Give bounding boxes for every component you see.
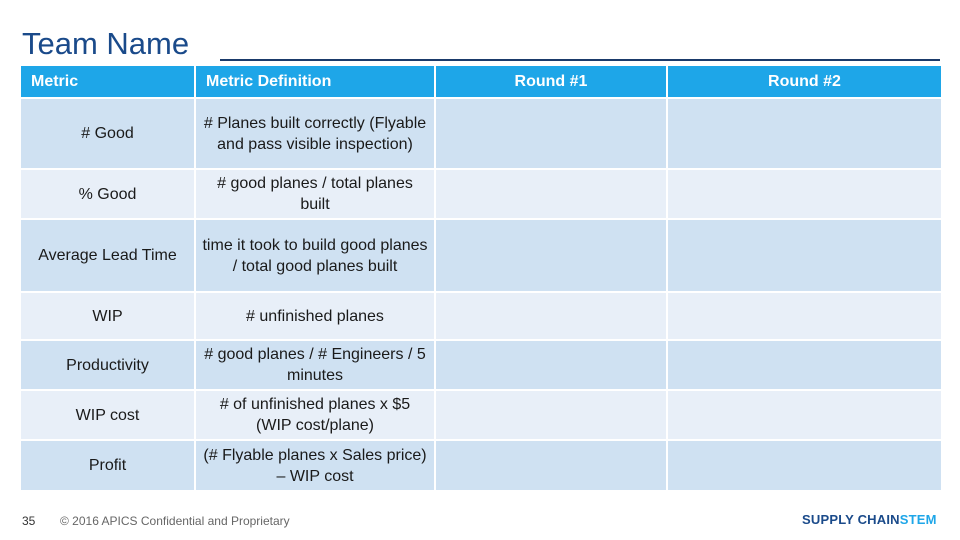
- round-1-cell[interactable]: [436, 439, 668, 490]
- team-name-underline: [220, 59, 940, 61]
- table-row: % Good # good planes / total planes buil…: [21, 168, 941, 218]
- definition-cell: (# Flyable planes x Sales price) – WIP c…: [196, 439, 436, 490]
- copyright-text: © 2016 APICS Confidential and Proprietar…: [60, 514, 290, 528]
- metric-cell: % Good: [21, 168, 196, 218]
- definition-cell: # good planes / total planes built: [196, 168, 436, 218]
- table-header-row: Metric Metric Definition Round #1 Round …: [21, 66, 941, 97]
- logo-text-part1: SUPPLY CHAIN: [802, 512, 900, 527]
- metric-cell: Profit: [21, 439, 196, 490]
- header-round-1: Round #1: [436, 66, 668, 97]
- round-1-cell[interactable]: [436, 339, 668, 389]
- header-definition: Metric Definition: [196, 66, 436, 97]
- header-metric: Metric: [21, 66, 196, 97]
- round-2-cell[interactable]: [668, 291, 941, 339]
- table-row: WIP # unfinished planes: [21, 291, 941, 339]
- definition-cell: # Planes built correctly (Flyable and pa…: [196, 97, 436, 168]
- table-row: WIP cost # of unfinished planes x $5 (WI…: [21, 389, 941, 439]
- page-title: Team Name: [22, 26, 190, 61]
- round-2-cell[interactable]: [668, 439, 941, 490]
- round-1-cell[interactable]: [436, 218, 668, 291]
- round-2-cell[interactable]: [668, 339, 941, 389]
- table-row: Profit (# Flyable planes x Sales price) …: [21, 439, 941, 490]
- round-1-cell[interactable]: [436, 291, 668, 339]
- definition-cell: # unfinished planes: [196, 291, 436, 339]
- metric-cell: WIP cost: [21, 389, 196, 439]
- definition-cell: # of unfinished planes x $5 (WIP cost/pl…: [196, 389, 436, 439]
- definition-cell: time it took to build good planes / tota…: [196, 218, 436, 291]
- metric-cell: # Good: [21, 97, 196, 168]
- table-row: Productivity # good planes / # Engineers…: [21, 339, 941, 389]
- round-1-cell[interactable]: [436, 97, 668, 168]
- supply-chain-stem-logo: SUPPLY CHAINSTEM: [802, 512, 937, 527]
- page-number: 35: [22, 514, 36, 528]
- metrics-table: Metric Metric Definition Round #1 Round …: [21, 66, 941, 490]
- logo-text-part2: STEM: [899, 512, 937, 527]
- table-row: # Good # Planes built correctly (Flyable…: [21, 97, 941, 168]
- round-2-cell[interactable]: [668, 218, 941, 291]
- round-2-cell[interactable]: [668, 97, 941, 168]
- metric-cell: Average Lead Time: [21, 218, 196, 291]
- round-1-cell[interactable]: [436, 168, 668, 218]
- table-row: Average Lead Time time it took to build …: [21, 218, 941, 291]
- metric-cell: Productivity: [21, 339, 196, 389]
- round-1-cell[interactable]: [436, 389, 668, 439]
- metric-cell: WIP: [21, 291, 196, 339]
- definition-cell: # good planes / # Engineers / 5 minutes: [196, 339, 436, 389]
- round-2-cell[interactable]: [668, 389, 941, 439]
- header-round-2: Round #2: [668, 66, 941, 97]
- round-2-cell[interactable]: [668, 168, 941, 218]
